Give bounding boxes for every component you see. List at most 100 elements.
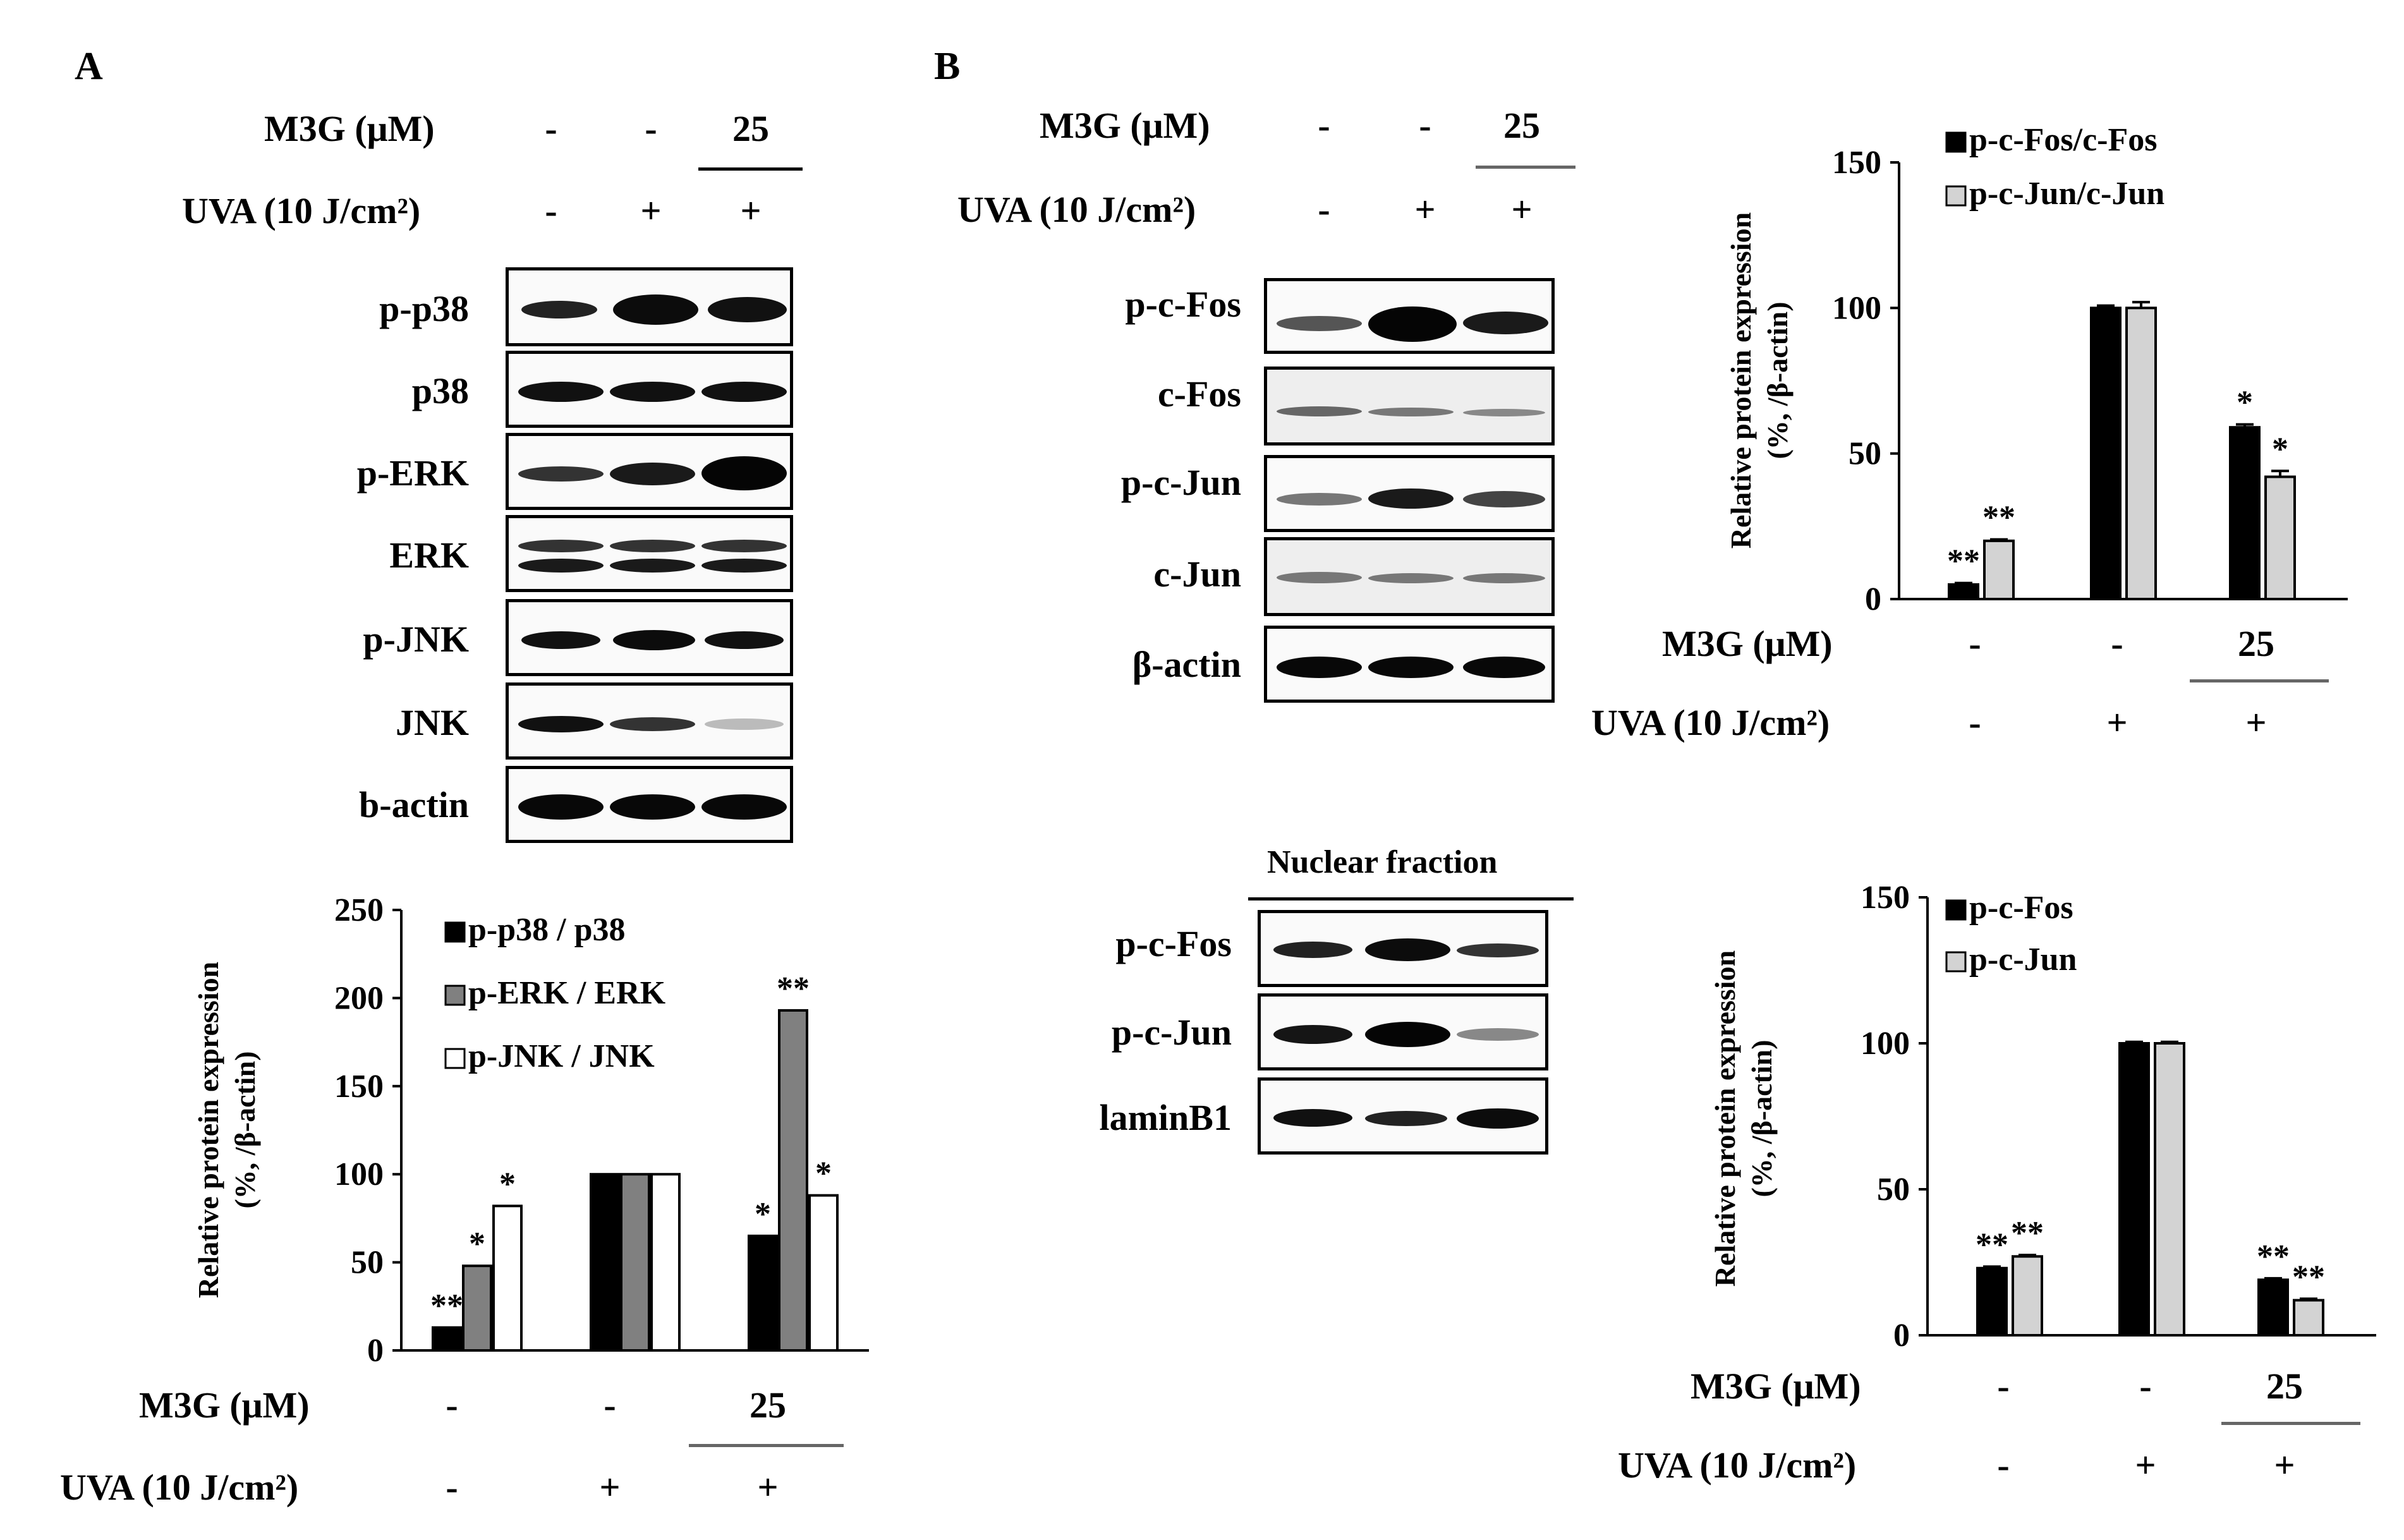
m3g-value: 25	[2266, 1366, 2303, 1407]
blot-band	[1277, 493, 1362, 506]
m3g-value: -	[1318, 105, 1330, 146]
western-blot-strip	[506, 351, 793, 428]
bar	[808, 1194, 839, 1352]
bar	[2293, 1299, 2324, 1337]
uva-value: +	[640, 190, 662, 231]
m3g-value: -	[645, 108, 657, 149]
y-axis-subtitle: (%, /β-actin)	[229, 1051, 261, 1208]
blot-label: laminB1	[1099, 1097, 1232, 1138]
m3g-value: -	[2139, 1366, 2152, 1407]
bar	[432, 1326, 462, 1352]
uva-value: -	[1969, 702, 1981, 743]
bar	[1976, 1266, 2008, 1337]
legend-swatch	[444, 921, 466, 943]
legend-swatch	[1945, 185, 1967, 207]
western-blot-strip	[506, 433, 793, 510]
uva-value: +	[599, 1467, 621, 1508]
legend-label: p-c-Jun	[1969, 942, 2077, 978]
legend-swatch	[1945, 131, 1967, 153]
panel-label-a: A	[75, 45, 103, 88]
m3g-value: -	[2111, 623, 2123, 664]
dose-underline	[689, 1444, 844, 1447]
bar	[590, 1173, 620, 1352]
blot-band	[705, 718, 784, 730]
blot-band	[701, 540, 787, 552]
m3g-label: M3G (μM)	[1691, 1366, 1861, 1407]
uva-label: UVA (10 J/cm²)	[182, 190, 421, 231]
western-blot-strip	[1258, 1077, 1548, 1155]
blot-label: JNK	[396, 702, 469, 743]
significance-marker: **	[777, 971, 810, 1007]
blot-band	[1273, 1109, 1352, 1127]
blot-band	[1368, 657, 1454, 678]
y-tick-label: 150	[1861, 880, 1910, 916]
blot-label: p-c-Jun	[1111, 1012, 1232, 1053]
y-tick-label: 100	[334, 1156, 384, 1192]
western-blot-strip	[1264, 626, 1555, 703]
uva-value: +	[2135, 1445, 2156, 1486]
western-blot-strip	[1258, 910, 1548, 987]
y-axis-title: Relative protein expression	[192, 962, 224, 1298]
blot-band	[1463, 657, 1545, 678]
significance-marker: *	[469, 1226, 485, 1262]
uva-value: +	[2106, 702, 2128, 743]
dose-underline	[698, 167, 803, 171]
y-tick-label: 0	[1865, 581, 1881, 617]
dose-underline	[2190, 679, 2329, 682]
blot-band	[1457, 1108, 1539, 1129]
western-blot-strip	[1264, 367, 1555, 446]
blot-band	[613, 630, 695, 650]
significance-marker: **	[1982, 500, 2015, 536]
blot-band	[1273, 942, 1352, 958]
m3g-value: 25	[1503, 105, 1540, 146]
blot-label: c-Fos	[1157, 373, 1241, 415]
legend-label: p-c-Fos/c-Fos	[1969, 122, 2157, 158]
uva-value: -	[1997, 1445, 2010, 1486]
y-tick-label: 100	[1861, 1026, 1910, 1062]
uva-value: -	[545, 190, 557, 231]
legend-swatch	[444, 985, 466, 1006]
blot-band	[610, 463, 695, 485]
blot-label: p-p38	[379, 288, 469, 329]
m3g-label: M3G (μM)	[1662, 623, 1833, 664]
blot-band	[1277, 657, 1362, 678]
y-tick-label: 100	[1832, 290, 1881, 326]
bar	[2257, 1278, 2289, 1337]
m3g-label: M3G (μM)	[264, 108, 435, 149]
blot-band	[1457, 1028, 1539, 1041]
blot-band	[1368, 408, 1454, 416]
blot-label: p-ERK	[356, 452, 469, 494]
bar	[2264, 475, 2296, 601]
significance-marker: **	[2257, 1239, 2290, 1275]
legend-swatch	[1945, 899, 1967, 921]
blot-band	[521, 301, 597, 318]
significance-marker: **	[430, 1288, 463, 1324]
blot-band	[1365, 1022, 1450, 1047]
y-axis-title: Relative protein expression	[1725, 212, 1757, 549]
blot-band	[1365, 1111, 1447, 1126]
m3g-value: -	[446, 1385, 458, 1426]
legend-label: p-p38 / p38	[468, 912, 626, 948]
blot-band	[701, 456, 787, 490]
blot-band	[610, 382, 695, 402]
blot-band	[1368, 306, 1457, 342]
m3g-value: -	[1969, 623, 1981, 664]
y-tick-label: 150	[334, 1069, 384, 1105]
blot-band	[518, 466, 604, 482]
bar	[2090, 306, 2122, 600]
blot-band	[1368, 573, 1454, 583]
blot-label: ERK	[389, 535, 469, 576]
significance-marker: **	[1976, 1227, 2008, 1263]
uva-value: +	[1414, 189, 1436, 230]
nuclear-fraction-title: Nuclear fraction	[1267, 844, 1498, 880]
blot-band	[1365, 938, 1450, 961]
western-blot-strip	[506, 766, 793, 843]
blot-label: c-Jun	[1153, 554, 1241, 595]
western-blot-strip	[506, 682, 793, 760]
blot-band	[701, 559, 787, 573]
western-blot-strip	[1264, 278, 1555, 354]
blot-band	[518, 382, 604, 402]
y-tick-label: 0	[367, 1333, 384, 1369]
blot-label: p-c-Jun	[1120, 462, 1241, 503]
